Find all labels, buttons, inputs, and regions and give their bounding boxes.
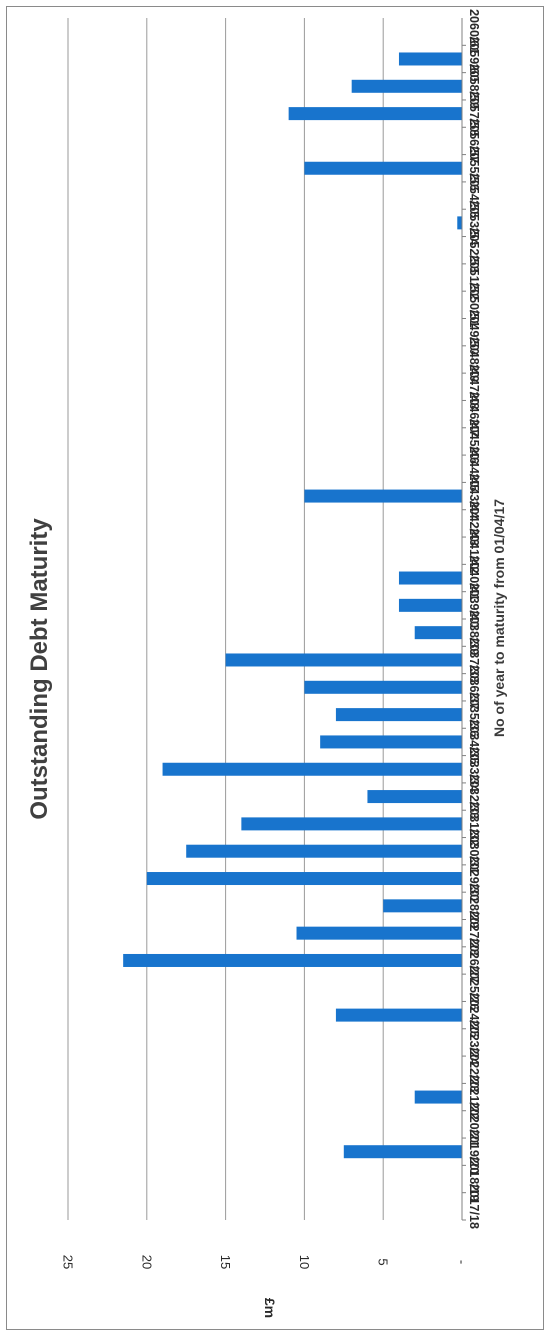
category-label: 2020/21 <box>467 1102 481 1147</box>
category-label: 2017/18 <box>467 1184 481 1229</box>
category-label: 2026/27 <box>467 938 481 983</box>
category-label: 2022/23 <box>467 1047 481 1092</box>
category-label: 2048/49 <box>467 337 481 382</box>
bar-2029-30 <box>146 872 463 886</box>
category-label: 2025/26 <box>467 965 481 1010</box>
category-label: 2019/20 <box>467 1129 481 1174</box>
category-label: 2039/40 <box>467 583 481 628</box>
category-label: 2051/52 <box>467 255 481 300</box>
value-tick-label: 15 <box>218 1255 233 1269</box>
category-label: 2043/44 <box>467 474 481 519</box>
category-label: 2024/25 <box>467 993 481 1038</box>
bar-2057-58 <box>288 107 462 121</box>
category-label: 2037/38 <box>467 637 481 682</box>
category-label: 2021/22 <box>467 1075 481 1120</box>
bar-2032-33 <box>367 790 462 804</box>
bar-2036-37 <box>304 680 462 694</box>
category-label: 2046/47 <box>467 392 481 437</box>
category-label: 2059/60 <box>467 36 481 81</box>
bar-2038-39 <box>414 626 462 640</box>
category-label: 2040/41 <box>467 555 481 600</box>
category-label: 2018/19 <box>467 1156 481 1201</box>
category-label: 2029/30 <box>467 856 481 901</box>
category-label: 2044/45 <box>467 446 481 491</box>
bar-2028-29 <box>383 899 462 913</box>
bar-2021-22 <box>414 1090 462 1104</box>
category-label: 2023/24 <box>467 1020 481 1065</box>
category-label: 2041/42 <box>467 528 481 573</box>
category-label: 2027/28 <box>467 911 481 956</box>
category-label: 2058/59 <box>467 64 481 109</box>
category-label: 2035/36 <box>467 692 481 737</box>
x-axis-label: No of year to maturity from 01/04/17 <box>491 499 507 737</box>
category-label: 2031/32 <box>467 801 481 846</box>
category-label: 2050/51 <box>467 282 481 327</box>
bar-2033-34 <box>162 762 462 776</box>
value-tick-label: 5 <box>376 1258 391 1265</box>
category-label: 2034/35 <box>467 719 481 764</box>
category-label: 2053/54 <box>467 200 481 245</box>
bar-2040-41 <box>398 571 462 585</box>
bar-2043-44 <box>304 489 462 503</box>
value-tick-label: 10 <box>297 1255 312 1269</box>
category-label: 2049/50 <box>467 310 481 355</box>
bar-2030-31 <box>186 844 462 858</box>
category-label: 2047/48 <box>467 364 481 409</box>
bar-2019-20 <box>343 1145 462 1159</box>
category-tick-labels: 2017/182018/192019/202020/212021/222022/… <box>462 9 481 1229</box>
category-label: 2032/33 <box>467 774 481 819</box>
category-label: 2042/43 <box>467 501 481 546</box>
category-label: 2055/56 <box>467 146 481 191</box>
chart-title: Outstanding Debt Maturity <box>26 518 53 820</box>
y-axis-label: £m <box>262 1298 278 1318</box>
category-label: 2060/61 <box>467 9 481 54</box>
category-label: 2054/55 <box>467 173 481 218</box>
category-label: 2028/29 <box>467 883 481 928</box>
category-label: 2045/46 <box>467 419 481 464</box>
bar-2059-60 <box>398 52 462 66</box>
grid-lines <box>67 18 384 1220</box>
category-label: 2038/39 <box>467 610 481 655</box>
category-label: 2033/34 <box>467 747 481 792</box>
bar-2034-35 <box>320 735 462 749</box>
bar-2039-40 <box>398 598 462 612</box>
bar-2027-28 <box>296 926 462 940</box>
category-label: 2057/58 <box>467 91 481 136</box>
chart-frame <box>6 6 544 1330</box>
bar-2058-59 <box>351 79 462 93</box>
bar-2037-38 <box>225 653 462 667</box>
category-label: 2030/31 <box>467 829 481 874</box>
value-tick-label: 20 <box>139 1255 154 1269</box>
y-tick-labels: - 5 10 15 20 25 <box>61 1255 470 1269</box>
bar-2055-56 <box>304 161 462 175</box>
bars <box>123 52 463 1159</box>
category-label: 2036/37 <box>467 665 481 710</box>
bar-2031-32 <box>241 817 462 831</box>
value-tick-label: 25 <box>61 1255 76 1269</box>
bar-2035-36 <box>335 708 462 722</box>
bar-2053-54 <box>457 216 462 230</box>
bar-2026-27 <box>123 953 462 967</box>
category-label: 2056/57 <box>467 118 481 163</box>
value-tick-label: - <box>455 1260 470 1264</box>
bar-2024-25 <box>335 1008 462 1022</box>
category-label: 2052/53 <box>467 228 481 273</box>
